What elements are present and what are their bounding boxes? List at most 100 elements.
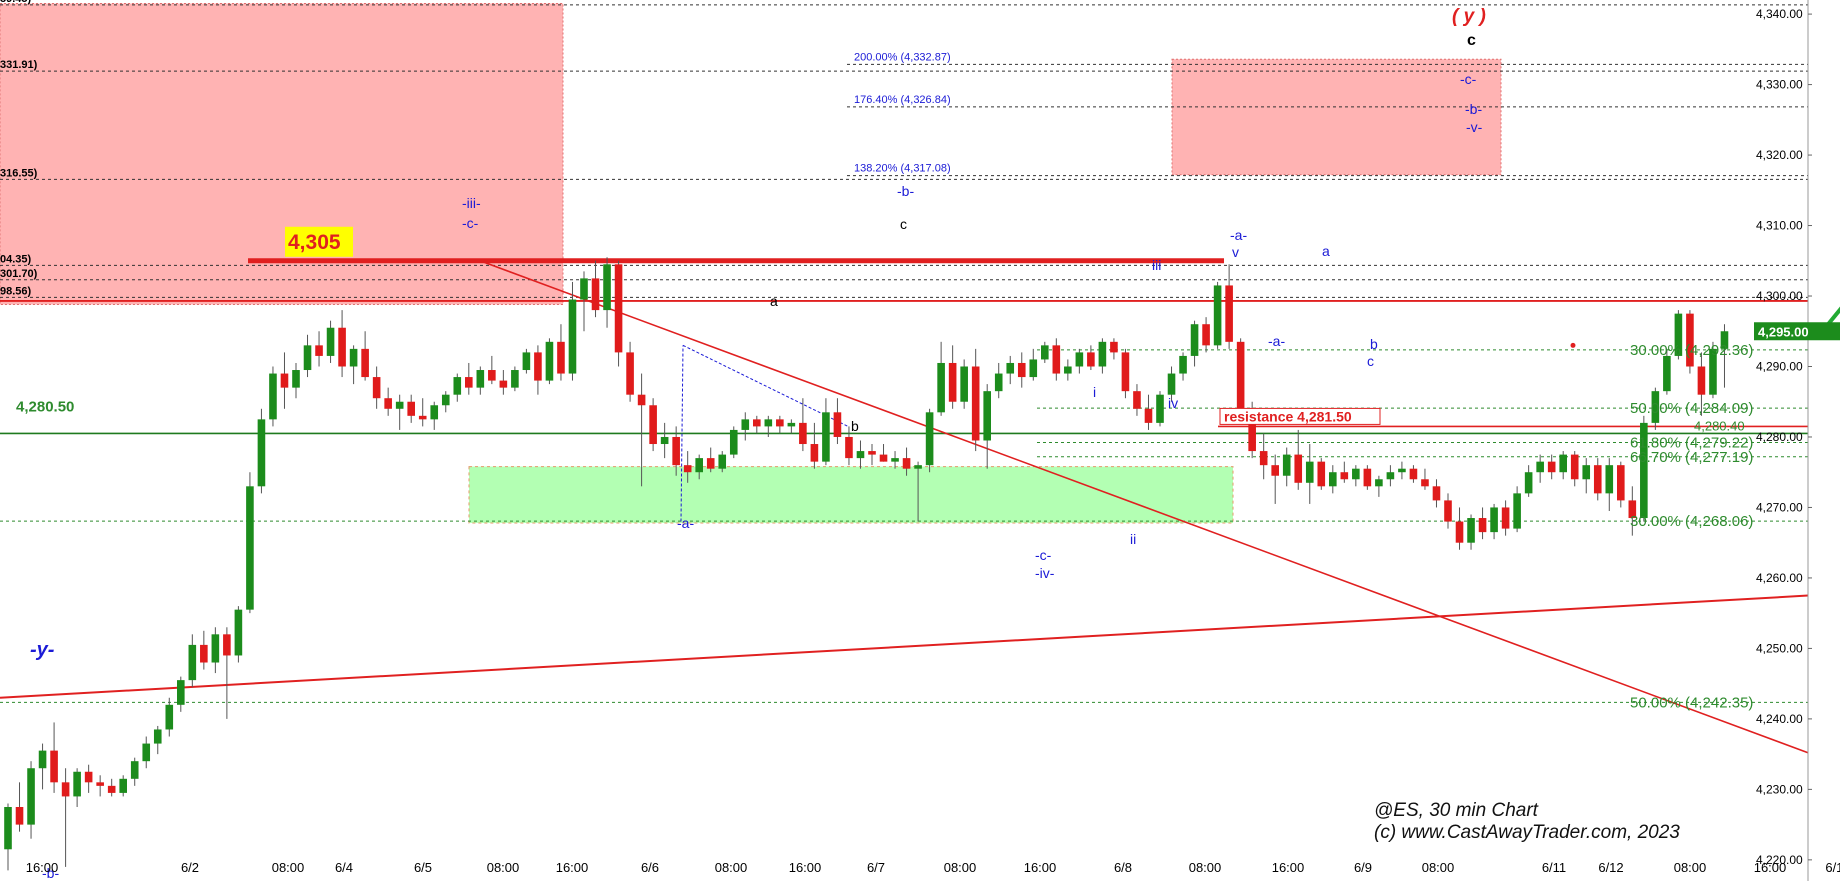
x-axis-tick-label: 16:00 [556, 860, 589, 875]
candle-body [1259, 451, 1268, 466]
candle-body [1570, 454, 1579, 480]
candle-body [1294, 454, 1303, 483]
candle-body [1052, 345, 1061, 374]
candle-body [833, 412, 842, 437]
candle-body [1352, 468, 1360, 480]
candle-body [326, 327, 335, 356]
candle-body [672, 436, 680, 466]
last-price-label: 4,295.00 [1758, 324, 1809, 339]
candle-body [211, 634, 220, 663]
candle-body [522, 352, 531, 371]
x-axis-tick-label: 6/7 [867, 860, 885, 875]
x-axis-tick-label: 6/12 [1598, 860, 1623, 875]
candle-body [372, 377, 381, 399]
wave-label-blue: -y- [30, 639, 55, 661]
falling-trendline [479, 260, 1809, 754]
wave-label-blue: -b- [897, 183, 914, 199]
red-zone-right [1171, 58, 1502, 176]
wave-label-blue: -v- [1466, 119, 1483, 135]
candle-body [1144, 408, 1153, 423]
candle-body [61, 782, 70, 797]
candle-body [292, 370, 300, 388]
wave-label-blue: -c- [1460, 71, 1477, 87]
x-axis-tick-label: 6/11 [1542, 860, 1566, 875]
y-axis-tick-label: 4,320.00 [1756, 148, 1803, 162]
candle-body [891, 458, 899, 462]
wave-label-blue: v [1232, 244, 1239, 260]
candle-body [107, 785, 116, 793]
candle-body [1190, 324, 1199, 356]
candle-body [384, 398, 392, 409]
candle-body [1282, 454, 1291, 476]
candle-body [96, 782, 104, 786]
candle-body [868, 451, 876, 455]
candle-body [545, 341, 554, 381]
candle-body [1421, 479, 1429, 487]
candle-body [1398, 468, 1406, 473]
candle-body [822, 412, 830, 462]
candle-body [1501, 507, 1510, 529]
partial-level-label: 331.91) [0, 59, 38, 71]
wave-label-blue: ii [1130, 531, 1136, 547]
wave-label-blue: b [1370, 336, 1378, 352]
marker-dot [1570, 342, 1576, 348]
x-axis-tick-label: 16:00 [26, 860, 59, 875]
candle-body [937, 362, 945, 413]
candle-body [1628, 500, 1637, 519]
candle-body [223, 634, 231, 656]
candle-body [119, 778, 127, 793]
fib-green-label: 50.00% (4,242.35) [1630, 694, 1753, 711]
candle-body [557, 341, 565, 374]
candle-body [165, 704, 174, 730]
candle-body [856, 451, 865, 459]
wave-label-blue: -a- [677, 515, 694, 531]
candle-body [591, 278, 600, 311]
x-axis-tick-label: 08:00 [487, 860, 520, 875]
x-axis-tick-label: 6/4 [335, 860, 353, 875]
candle-body [441, 394, 450, 406]
wave-label-black: c [1467, 32, 1476, 49]
candle-body [257, 419, 266, 487]
resistance-label: resistance 4,281.50 [1224, 408, 1352, 424]
candle-body [660, 436, 669, 445]
partial-level-label: 98.56) [0, 285, 32, 297]
candle-body [1213, 285, 1222, 346]
candle-body [1375, 479, 1383, 487]
candle-body [902, 458, 911, 469]
x-axis-tick-label: 08:00 [944, 860, 977, 875]
candle-body [1017, 362, 1026, 378]
candle-body [499, 380, 508, 388]
fib-green-label: 50.00% (4,284.09) [1630, 400, 1753, 417]
fib-blue-label: 176.40% (4,326.84) [854, 94, 951, 106]
wave-label-blue: -a- [1268, 333, 1285, 349]
wave-label-blue: -a- [1230, 227, 1247, 243]
candle-body [1329, 472, 1337, 487]
fib-green-label: 30.00% (4,292.36) [1630, 342, 1753, 359]
wave-label-blue: -iv- [1035, 565, 1055, 581]
candle-body [1467, 518, 1475, 543]
candle-body [315, 345, 323, 356]
candle-body [683, 465, 692, 473]
candle-body [1179, 355, 1187, 374]
top-resistance-label: 4,305 [288, 231, 341, 254]
x-axis-tick-label: 6/9 [1354, 860, 1372, 875]
candle-body [280, 373, 289, 388]
wave-label-blue: c [1367, 353, 1374, 369]
candle-body [971, 366, 980, 441]
candle-body [188, 644, 197, 681]
x-axis-tick-label: 6/13 [1825, 860, 1840, 875]
fib-green-label: 61.80% (4,279.22) [1630, 434, 1753, 451]
candle-body [303, 345, 312, 371]
green-zone [468, 466, 1234, 524]
candle-body [948, 362, 957, 402]
resistance-box [1219, 407, 1381, 425]
candle-body [1386, 472, 1395, 480]
candle-body [1271, 465, 1279, 476]
partial-level-label: 316.55) [0, 167, 38, 179]
candle-body [430, 405, 439, 420]
x-axis-tick-label: 16:00 [1272, 860, 1305, 875]
partial-level-label: 04.35) [0, 253, 32, 265]
candle-body [200, 644, 208, 663]
candle-body [1167, 373, 1176, 395]
channel-dashed-line [680, 345, 684, 522]
